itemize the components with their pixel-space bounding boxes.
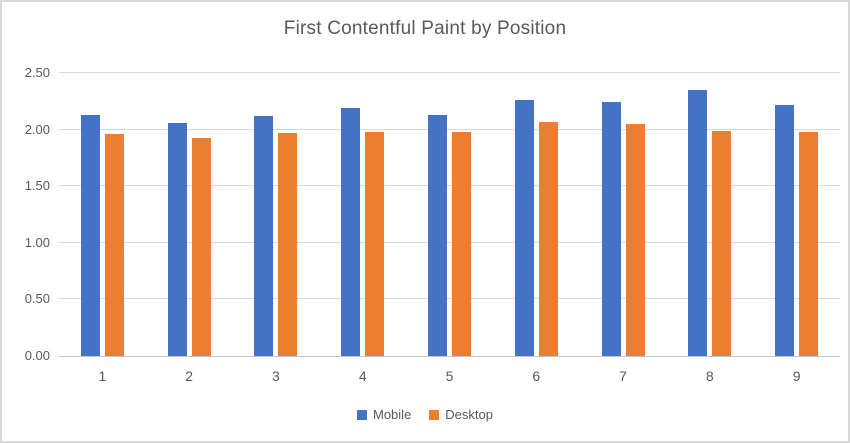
bar-desktop	[712, 130, 732, 356]
bar-mobile	[167, 122, 187, 356]
gridline	[59, 72, 840, 73]
bar-mobile	[601, 102, 621, 356]
y-tick-label: 1.00	[24, 234, 50, 250]
y-tick-label: 2.00	[24, 121, 50, 137]
x-tick-label: 3	[272, 368, 280, 384]
legend-item-mobile: Mobile	[357, 407, 411, 422]
bar-desktop	[191, 137, 211, 356]
x-tick-label: 2	[185, 368, 194, 384]
legend-swatch-mobile-icon	[357, 409, 367, 420]
chart-title: First Contentful Paint by Position	[283, 18, 567, 39]
bar-desktop	[278, 133, 298, 356]
bar-desktop	[799, 131, 819, 356]
x-tick-label: 6	[532, 368, 541, 384]
bar-mobile	[80, 114, 100, 356]
gridline	[59, 185, 840, 187]
x-tick-label: 5	[445, 368, 454, 384]
bar-desktop	[452, 131, 471, 356]
bar-mobile	[341, 108, 361, 356]
legend-label: Mobile	[373, 407, 412, 422]
plot-area	[59, 72, 840, 357]
x-tick-label: 7	[619, 368, 627, 384]
legend-swatch-desktop-icon	[429, 409, 440, 420]
x-tick-label: 9	[792, 368, 801, 384]
gridline	[59, 128, 840, 130]
bar-mobile	[514, 100, 534, 356]
legend-label: Desktop	[445, 407, 493, 422]
gridline	[59, 241, 840, 243]
legend: Mobile Desktop	[2, 407, 848, 422]
x-tick-label: 1	[98, 368, 107, 384]
gridline	[59, 298, 840, 300]
legend-item-desktop: Desktop	[429, 407, 493, 422]
bar-mobile	[428, 114, 447, 356]
bar-desktop	[104, 134, 124, 356]
bar-mobile	[688, 89, 708, 356]
x-axis-line	[59, 356, 840, 357]
bar-mobile	[254, 116, 274, 356]
bar-desktop	[625, 123, 645, 356]
x-tick-label: 8	[705, 368, 714, 384]
y-tick-label: 2.50	[24, 65, 50, 80]
y-tick-label: 1.50	[24, 178, 50, 194]
y-tick-label: 0.00	[24, 348, 50, 363]
bar-mobile	[775, 104, 795, 356]
bar-desktop	[538, 121, 558, 356]
y-tick-label: 0.50	[24, 291, 50, 307]
bar-desktop	[365, 131, 385, 356]
x-tick-label: 4	[358, 368, 367, 384]
